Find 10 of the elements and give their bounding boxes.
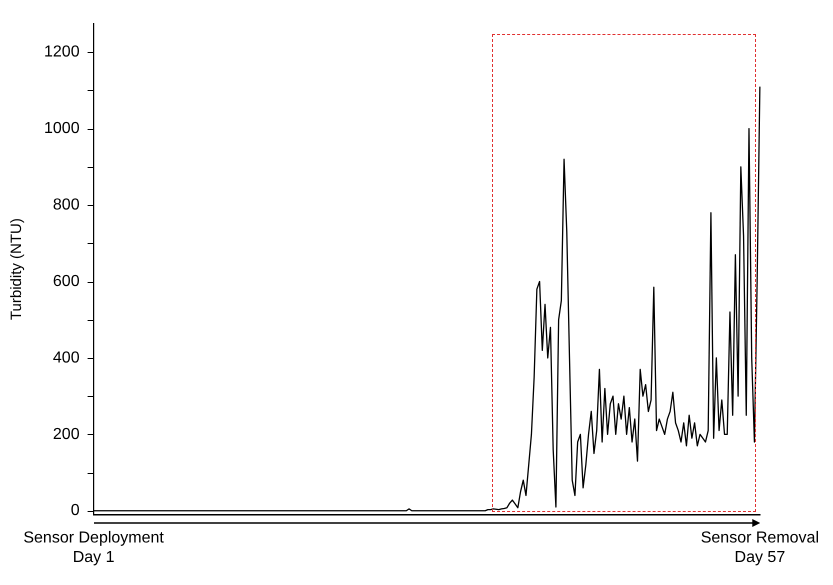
- y-tick-label: 200: [52, 426, 80, 443]
- y-tick-label: 0: [70, 502, 80, 520]
- y-tick-label: 600: [52, 272, 80, 290]
- y-tick-label: 1200: [44, 44, 80, 61]
- y-tick-label: 400: [52, 349, 80, 366]
- y-tick-label: 800: [52, 196, 80, 214]
- x-tick-label: Sensor Deployment Day 1: [23, 530, 164, 566]
- y-axis-title: Turbidity (NTU): [8, 218, 26, 320]
- y-tick-label: 1000: [44, 120, 80, 138]
- x-tick-label: Sensor Removal Day 57: [700, 530, 820, 566]
